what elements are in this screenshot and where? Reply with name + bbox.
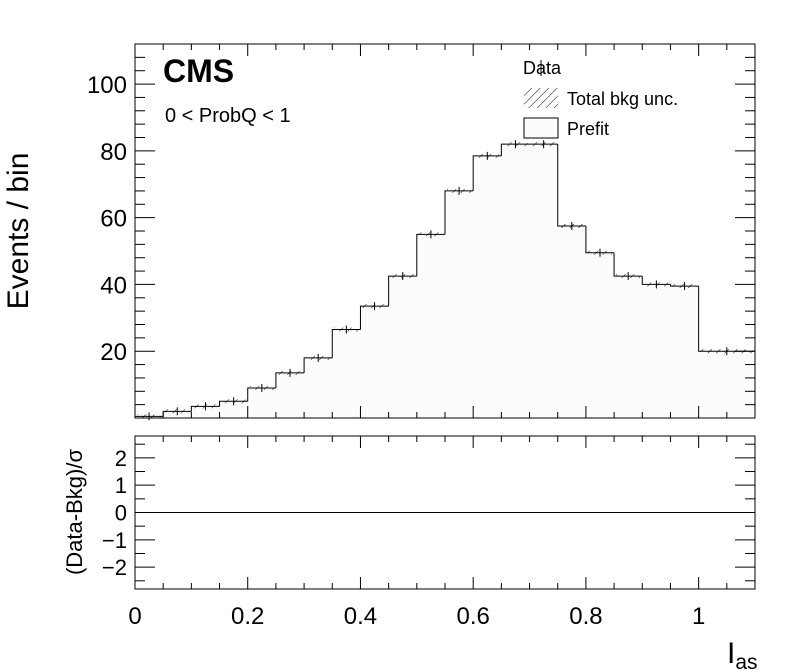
legend-entry-total-bkg-unc: Total bkg unc. <box>567 89 678 109</box>
y-axis-title: Events / bin <box>2 153 35 310</box>
legend-title: Data <box>523 58 562 78</box>
x-tick-label: 0.8 <box>569 603 602 630</box>
data-points <box>137 140 753 421</box>
main-y-tick-label: 60 <box>100 206 127 233</box>
prefit-bin <box>585 225 615 254</box>
x-tick-label: 0.6 <box>456 603 489 630</box>
x-axis-title-main: I <box>727 637 735 670</box>
x-tick-label: 1 <box>692 603 705 630</box>
ratio-plot-frame <box>134 435 756 590</box>
x-axis-title: Ias <box>727 637 758 672</box>
x-tick-label: 0 <box>128 603 141 630</box>
main-y-tick-label: 40 <box>100 272 127 299</box>
legend-entry-prefit: Prefit <box>567 119 609 139</box>
legend: Data Total bkg unc. Prefit <box>523 58 678 139</box>
ratio-y-tick-label: −2 <box>102 555 127 580</box>
x-tick-label: 0.4 <box>344 603 377 630</box>
ratio-y-ticks: 21 0−1−2 <box>102 443 755 582</box>
ratio-y-tick-label: 0 <box>115 501 127 526</box>
ratio-y-tick-label: 1 <box>115 473 127 498</box>
legend-hatch-swatch <box>524 88 558 108</box>
prefit-bin <box>698 286 755 352</box>
main-x-ticks <box>162 44 728 418</box>
x-axis-title-sub: as <box>735 651 757 672</box>
experiment-label: CMS <box>163 53 234 89</box>
ratio-y-tick-label: −1 <box>102 528 127 553</box>
ratio-panel: 210−1−2 0 0.2 0.4 0.6 0.8 1 (Data-Bkg)/σ Ias <box>62 435 758 672</box>
x-tick-label: 0.2 <box>231 603 264 630</box>
ratio-y-tick-label: 2 <box>115 446 127 471</box>
ratio-y-axis-title: (Data-Bkg)/σ <box>62 449 87 575</box>
main-y-ticks: 20 40 60 80 100 <box>87 56 755 406</box>
prefit-bin <box>557 144 586 227</box>
main-y-tick-label: 100 <box>87 72 127 99</box>
legend-prefit-swatch <box>523 117 559 139</box>
main-y-tick-label: 20 <box>100 339 127 366</box>
main-plot-frame <box>134 43 756 419</box>
region-label: 0 < ProbQ < 1 <box>165 105 291 127</box>
main-y-tick-label: 80 <box>100 139 127 166</box>
main-panel: 20 40 60 80 100 CMS 0 < ProbQ < 1 Data Total… <box>2 43 756 421</box>
ratio-x-ticks: 0 0.2 0.4 0.6 0.8 1 <box>128 436 728 630</box>
prefit-histogram-fill <box>135 144 755 418</box>
